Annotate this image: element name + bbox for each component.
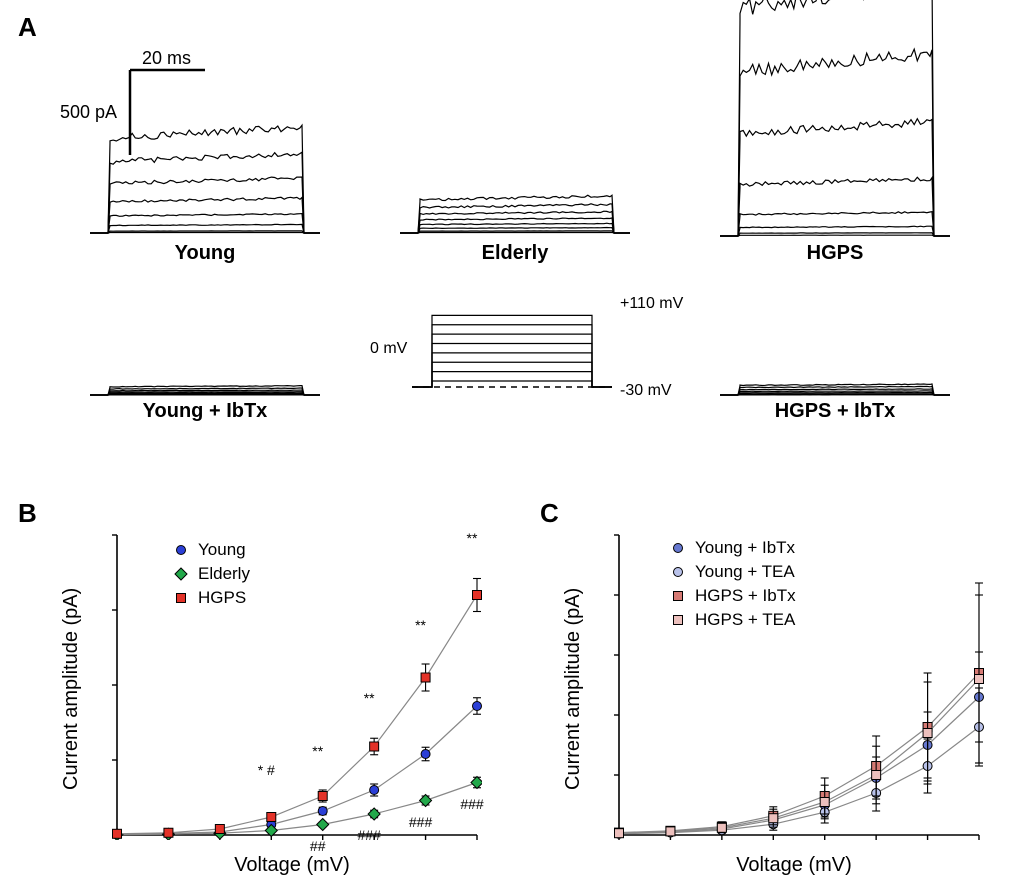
chart-b-legend: Young Elderly HGPS: [172, 538, 250, 610]
significance-marker: **: [349, 690, 389, 706]
legend-label: Young: [198, 540, 246, 560]
legend-item: Young + IbTx: [669, 536, 796, 560]
protocol-top-label: +110 mV: [620, 295, 683, 313]
chart-b-y-label: Current amplitude (pA): [60, 588, 83, 790]
scale-x-label: 20 ms: [142, 48, 191, 69]
chart-b: -30-1010305070901100500100015002000: [112, 530, 482, 840]
legend-item: Young: [172, 538, 250, 562]
legend-item: HGPS + TEA: [669, 608, 796, 632]
significance-marker: ###: [349, 827, 389, 843]
legend-item: Elderly: [172, 562, 250, 586]
legend-item: Young + TEA: [669, 560, 796, 584]
significance-marker: ###: [452, 796, 492, 812]
protocol-bottom-label: -30 mV: [620, 382, 672, 400]
traces-young-ibtx: [90, 325, 320, 405]
label-elderly: Elderly: [400, 242, 630, 265]
significance-marker: ##: [298, 838, 338, 854]
legend-label: Elderly: [198, 564, 250, 584]
scale-y-label: 500 pA: [60, 102, 117, 123]
significance-marker: **: [452, 530, 492, 546]
panel-letter-b: B: [18, 498, 37, 529]
panel-letter-a: A: [18, 12, 37, 43]
panel-letter-c: C: [540, 498, 559, 529]
chart-c-x-label: Voltage (mV): [614, 854, 974, 877]
legend-label: Young + TEA: [695, 562, 795, 582]
significance-marker: ###: [401, 814, 441, 830]
voltage-protocol: [412, 300, 612, 395]
chart-c-legend: Young + IbTx Young + TEA HGPS + IbTx HGPS +…: [669, 536, 796, 632]
legend-item: HGPS + IbTx: [669, 584, 796, 608]
traces-hgps: [720, 0, 950, 246]
legend-item: HGPS: [172, 586, 250, 610]
legend-label: HGPS + TEA: [695, 610, 795, 630]
label-young-ibtx: Young + IbTx: [90, 400, 320, 423]
figure-root: A B C 20 ms 500 pA Young Elderly HGPS Yo…: [0, 0, 1020, 887]
legend-label: HGPS: [198, 588, 246, 608]
legend-label: HGPS + IbTx: [695, 586, 796, 606]
label-young: Young: [90, 242, 320, 265]
protocol-mid-label: 0 mV: [370, 340, 407, 358]
chart-c-y-label: Current amplitude (pA): [562, 588, 585, 790]
legend-label: Young + IbTx: [695, 538, 795, 558]
significance-marker: **: [401, 617, 441, 633]
label-hgps: HGPS: [720, 242, 950, 265]
label-hgps-ibtx: HGPS + IbTx: [720, 400, 950, 423]
significance-marker: **: [298, 743, 338, 759]
chart-b-x-label: Voltage (mV): [112, 854, 472, 877]
traces-elderly: [400, 58, 630, 243]
traces-hgps-ibtx: [720, 325, 950, 405]
significance-marker: * #: [246, 762, 286, 778]
